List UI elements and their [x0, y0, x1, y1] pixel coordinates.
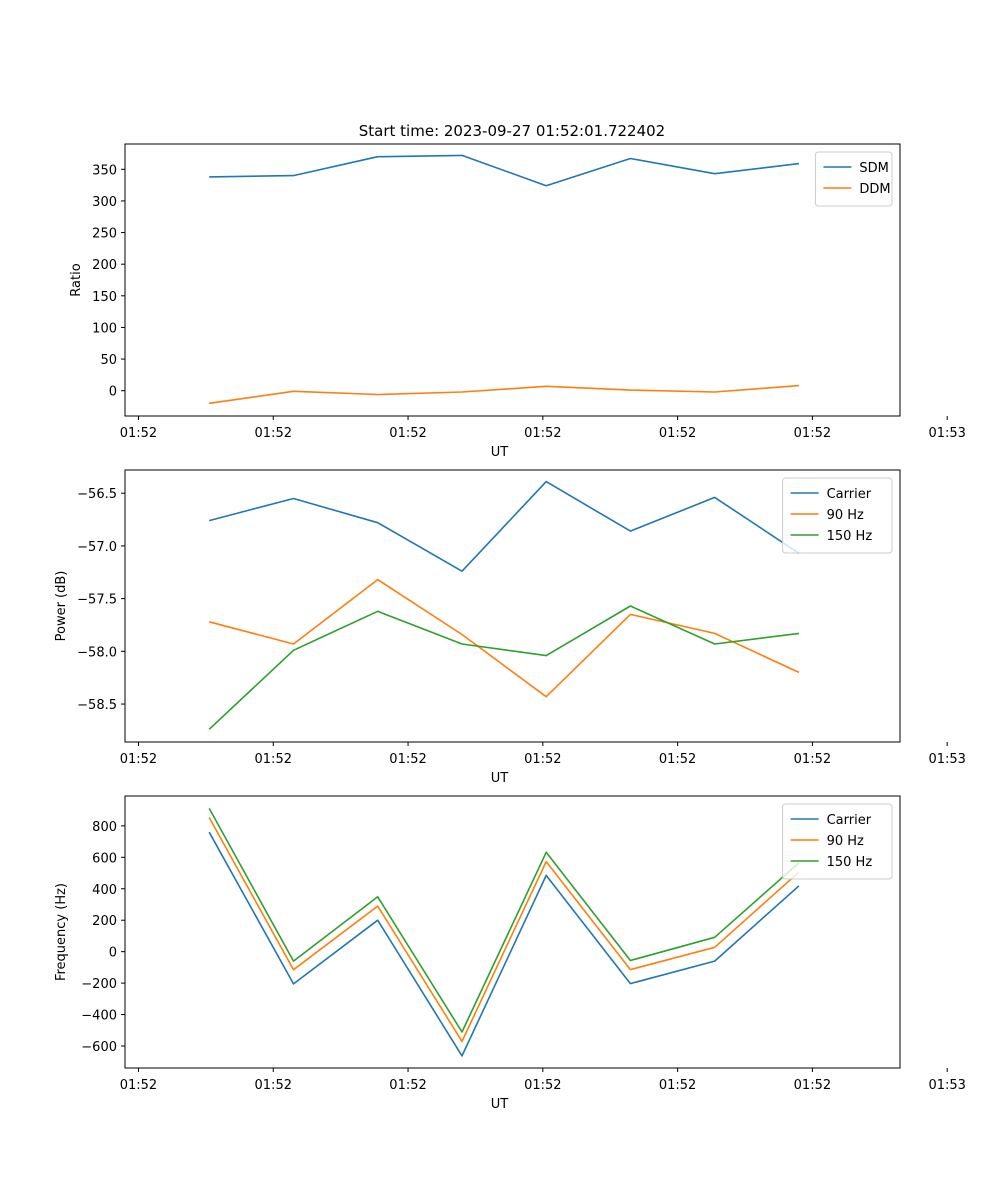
- figure-title: Start time: 2023-09-27 01:52:01.722402: [359, 122, 665, 140]
- x-tick-label: 01:53: [928, 426, 965, 441]
- x-tick-label: 01:52: [255, 752, 292, 767]
- series-line-150-hz: [208, 808, 800, 1033]
- y-tick-label: 300: [92, 195, 117, 210]
- y-tick-label: 200: [92, 914, 117, 929]
- x-tick-label: 01:52: [794, 426, 831, 441]
- x-axis-label: UT: [491, 771, 509, 786]
- series-line-90-hz: [208, 578, 800, 698]
- chart-3: 01:52 01:52 01:52 01:52 01:52 01:52 01:53 −600 −…: [54, 795, 966, 1112]
- x-tick-label: 01:52: [659, 1078, 696, 1093]
- y-tick-label: −57.5: [77, 593, 117, 608]
- y-tick-label: −56.5: [77, 487, 117, 502]
- legend: Carrier 90 Hz 150 Hz: [782, 803, 893, 880]
- x-axis-label: UT: [491, 445, 509, 460]
- y-tick-label: 350: [92, 163, 117, 178]
- legend-label-90-hz: 90 Hz: [827, 508, 864, 523]
- x-tick-label: 01:52: [120, 1078, 157, 1093]
- series-line-90-hz: [208, 817, 800, 1043]
- legend-label-90-hz: 90 Hz: [827, 834, 864, 849]
- x-tick-label: 01:52: [659, 752, 696, 767]
- series-line-sdm: [209, 154, 799, 187]
- y-tick-label: −200: [81, 977, 117, 992]
- series-line-carrier: [208, 480, 800, 573]
- x-tick-label: 01:52: [120, 426, 157, 441]
- y-tick-label: 200: [92, 258, 117, 273]
- y-tick-label: 400: [92, 883, 117, 898]
- legend: SDM DDM: [814, 151, 893, 207]
- legend-label-carrier: Carrier: [827, 813, 872, 828]
- legend-label-150-hz: 150 Hz: [827, 529, 873, 544]
- x-axis-label: UT: [491, 1097, 509, 1112]
- y-tick-label: 800: [92, 820, 117, 835]
- y-tick-label: 0: [109, 385, 117, 400]
- y-tick-label: 600: [92, 851, 117, 866]
- x-tick-label: 01:52: [794, 1078, 831, 1093]
- legend-label-ddm: DDM: [859, 182, 890, 197]
- x-tick-label: 01:52: [524, 1078, 561, 1093]
- x-tick-label: 01:52: [389, 426, 426, 441]
- y-tick-label: −600: [81, 1040, 117, 1055]
- y-tick-label: −57.0: [77, 540, 117, 555]
- y-tick-label: −58.5: [77, 698, 117, 713]
- y-axis-label: Power (dB): [54, 571, 69, 642]
- y-tick-label: 250: [92, 227, 117, 242]
- y-axis-label: Frequency (Hz): [54, 883, 69, 981]
- x-tick-label: 01:52: [524, 426, 561, 441]
- plot-frame: [124, 143, 901, 417]
- charts-container: 01:52 01:52 01:52 01:52 01:52 01:52 01:53 0 50 10…: [54, 143, 966, 1112]
- chart-2: 01:52 01:52 01:52 01:52 01:52 01:52 01:53 −58.5…: [54, 469, 966, 786]
- x-tick-label: 01:52: [524, 752, 561, 767]
- x-tick-label: 01:52: [255, 1078, 292, 1093]
- y-tick-label: 0: [109, 946, 117, 961]
- x-tick-label: 01:53: [928, 752, 965, 767]
- x-tick-label: 01:53: [928, 1078, 965, 1093]
- plot-frame: [124, 469, 901, 743]
- legend-label-sdm: SDM: [859, 161, 888, 176]
- x-tick-label: 01:52: [120, 752, 157, 767]
- series-line-150-hz: [208, 605, 799, 730]
- y-tick-label: 100: [92, 321, 117, 336]
- x-tick-label: 01:52: [389, 752, 426, 767]
- x-tick-label: 01:52: [794, 752, 831, 767]
- legend-label-carrier: Carrier: [827, 487, 872, 502]
- y-tick-label: 150: [92, 290, 117, 305]
- series-line-carrier: [208, 831, 800, 1057]
- series-line-ddm: [209, 384, 799, 405]
- x-tick-label: 01:52: [255, 426, 292, 441]
- x-tick-label: 01:52: [389, 1078, 426, 1093]
- legend-label-150-hz: 150 Hz: [827, 855, 873, 870]
- chart-1: 01:52 01:52 01:52 01:52 01:52 01:52 01:53 0 50 10…: [69, 143, 966, 460]
- y-axis-label: Ratio: [69, 263, 84, 296]
- legend-box: [814, 151, 893, 207]
- y-tick-label: −58.0: [77, 645, 117, 660]
- x-tick-label: 01:52: [659, 426, 696, 441]
- plot-frame: [124, 795, 901, 1069]
- y-tick-label: −400: [81, 1009, 117, 1024]
- y-tick-label: 50: [100, 353, 117, 368]
- legend: Carrier 90 Hz 150 Hz: [782, 477, 893, 554]
